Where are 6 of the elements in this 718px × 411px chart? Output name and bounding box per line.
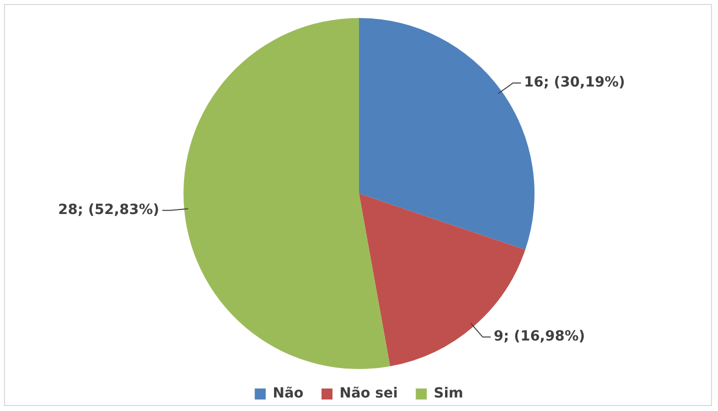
data-label: 16; (30,19%) — [524, 74, 626, 91]
legend-label: Não sei — [340, 386, 398, 402]
data-label: 28; (52,83%) — [58, 202, 160, 218]
data-label: 9; (16,98%) — [494, 328, 586, 345]
legend-label: Não — [272, 386, 304, 402]
legend-label: Sim — [434, 386, 464, 402]
